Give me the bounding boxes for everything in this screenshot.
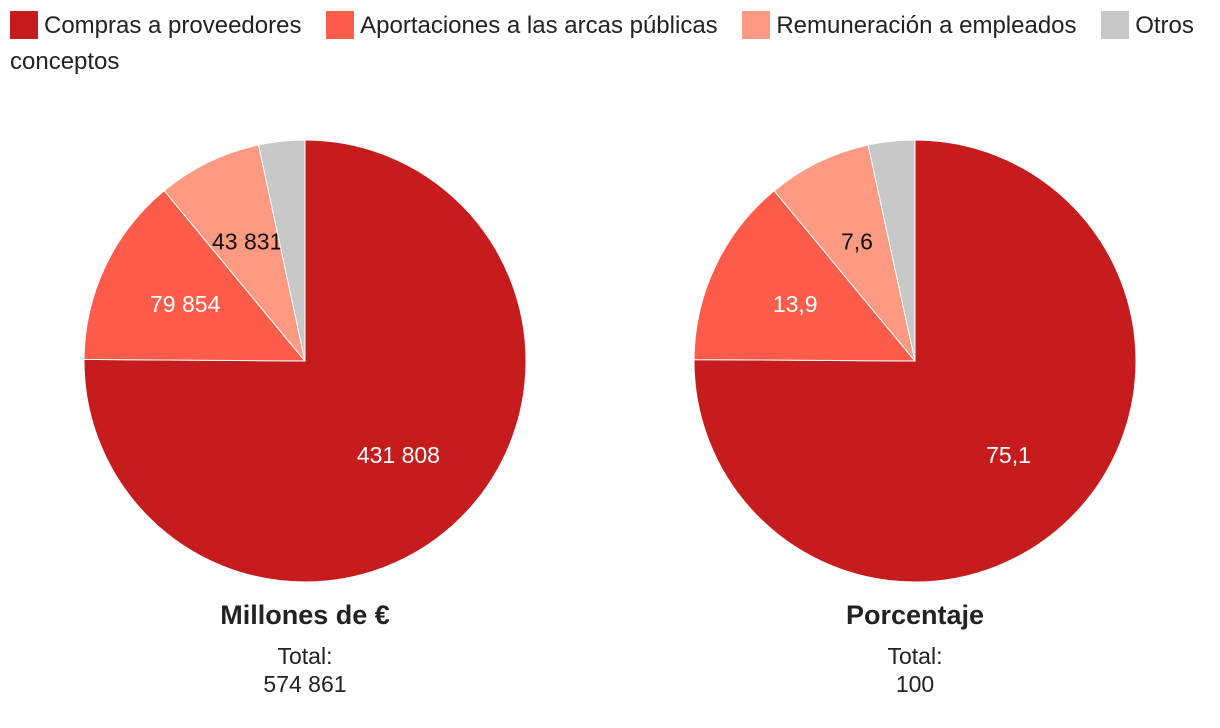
data-label-compras: 431 808 bbox=[357, 442, 440, 468]
legend-item-otros[interactable]: Otros conceptos bbox=[10, 11, 1194, 75]
legend-label-aportaciones: Aportaciones a las arcas públicas bbox=[360, 12, 718, 39]
pie-slice-compras[interactable] bbox=[83, 139, 527, 583]
legend-swatch-aportaciones bbox=[326, 11, 355, 39]
data-label-aportaciones: 79 854 bbox=[150, 291, 221, 317]
pie-slice-compras[interactable] bbox=[693, 139, 1137, 583]
total-value-millones: 574 861 bbox=[263, 671, 347, 697]
total-label-millones: Total: bbox=[277, 643, 333, 669]
data-label-compras: 75,1 bbox=[986, 442, 1031, 468]
data-label-remuneracion: 7,6 bbox=[841, 229, 873, 255]
data-label-remuneracion: 43 831 bbox=[212, 229, 282, 255]
pie-slice-aportaciones[interactable] bbox=[693, 190, 917, 362]
legend-label-otros: Otros conceptos bbox=[10, 12, 1194, 75]
pie-slice-aportaciones[interactable] bbox=[83, 189, 307, 362]
legend: Compras a proveedores Aportaciones a las… bbox=[10, 8, 1210, 80]
legend-swatch-otros bbox=[1101, 11, 1130, 39]
chart-title-porcentaje: Porcentaje bbox=[845, 600, 985, 630]
legend-label-remuneracion: Remuneración a empleados bbox=[776, 12, 1077, 39]
legend-swatch-remuneracion bbox=[742, 11, 771, 39]
total-label-porcentaje: Total: bbox=[887, 643, 943, 669]
pie-chart-millones: 431 808 79 854 43 831 bbox=[83, 139, 527, 583]
data-label-aportaciones: 13,9 bbox=[773, 291, 818, 317]
legend-item-remuneracion[interactable]: Remuneración a empleados bbox=[742, 11, 1077, 39]
legend-label-compras: Compras a proveedores bbox=[44, 12, 302, 39]
legend-item-aportaciones[interactable]: Aportaciones a las arcas públicas bbox=[326, 11, 718, 39]
pie-slice-otros[interactable] bbox=[257, 139, 306, 362]
legend-item-compras[interactable]: Compras a proveedores bbox=[10, 11, 302, 39]
legend-swatch-compras bbox=[10, 11, 38, 39]
pie-chart-porcentaje: 75,1 13,9 7,6 bbox=[693, 139, 1137, 583]
pie-slice-otros[interactable] bbox=[867, 139, 916, 362]
total-value-porcentaje: 100 bbox=[895, 671, 935, 697]
chart-title-millones: Millones de € bbox=[220, 600, 390, 630]
